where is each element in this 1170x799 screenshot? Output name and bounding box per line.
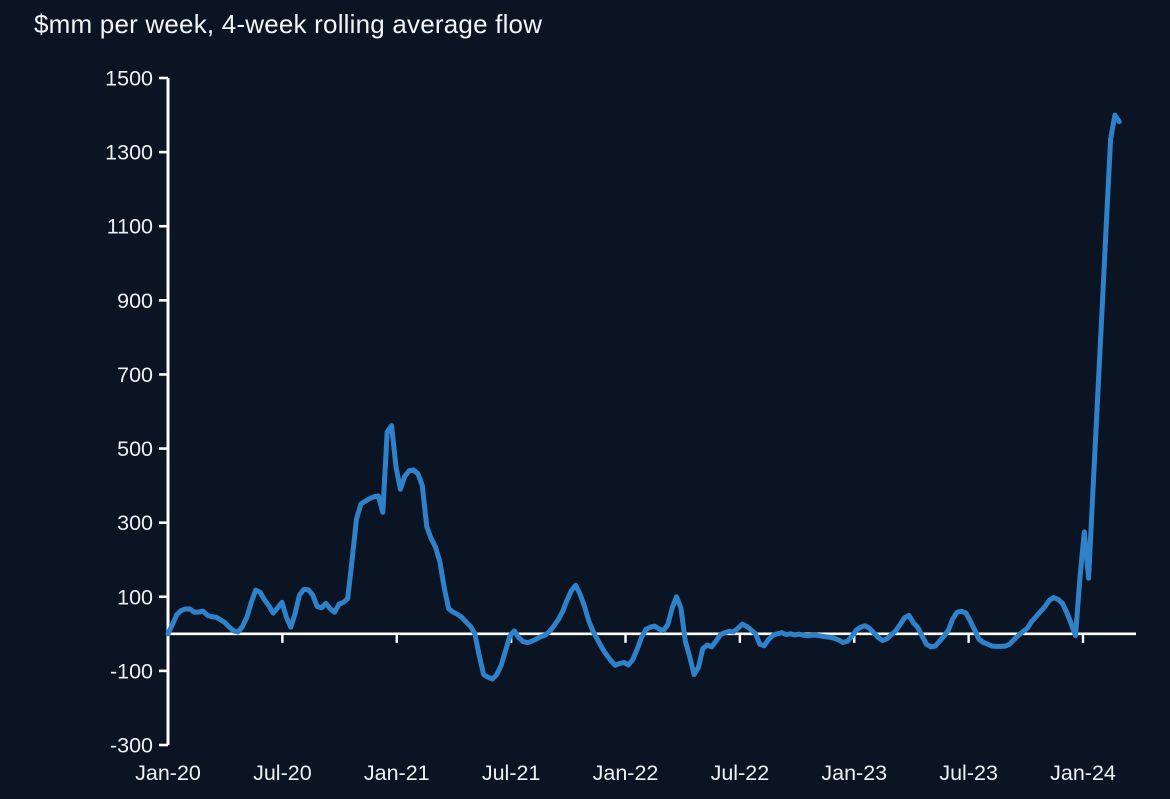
y-tick-label: 500 [117, 437, 153, 461]
x-tick-label: Jul-23 [939, 761, 998, 785]
x-tick-label: Jan-21 [364, 761, 430, 785]
y-tick-label: 700 [117, 363, 153, 387]
y-tick-label: 1300 [105, 141, 153, 165]
x-tick-label: Jan-24 [1050, 761, 1116, 785]
chart-title: $mm per week, 4-week rolling average flo… [34, 9, 543, 39]
y-tick-label: 100 [117, 585, 153, 609]
x-tick-label: Jul-21 [482, 761, 541, 785]
y-tick-label: 900 [117, 289, 153, 313]
flow-line [165, 112, 1122, 682]
x-tick-label: Jan-23 [821, 761, 887, 785]
x-tick-label: Jan-20 [135, 761, 201, 785]
x-tick-label: Jul-20 [253, 761, 312, 785]
x-tick-label: Jan-22 [593, 761, 659, 785]
y-tick-label: -100 [110, 659, 153, 683]
y-tick-label: 300 [117, 511, 153, 535]
x-tick-label: Jul-22 [711, 761, 770, 785]
y-tick-label: 1500 [105, 67, 153, 91]
y-tick-label: 1100 [107, 215, 153, 239]
y-tick-label: -300 [110, 734, 153, 758]
